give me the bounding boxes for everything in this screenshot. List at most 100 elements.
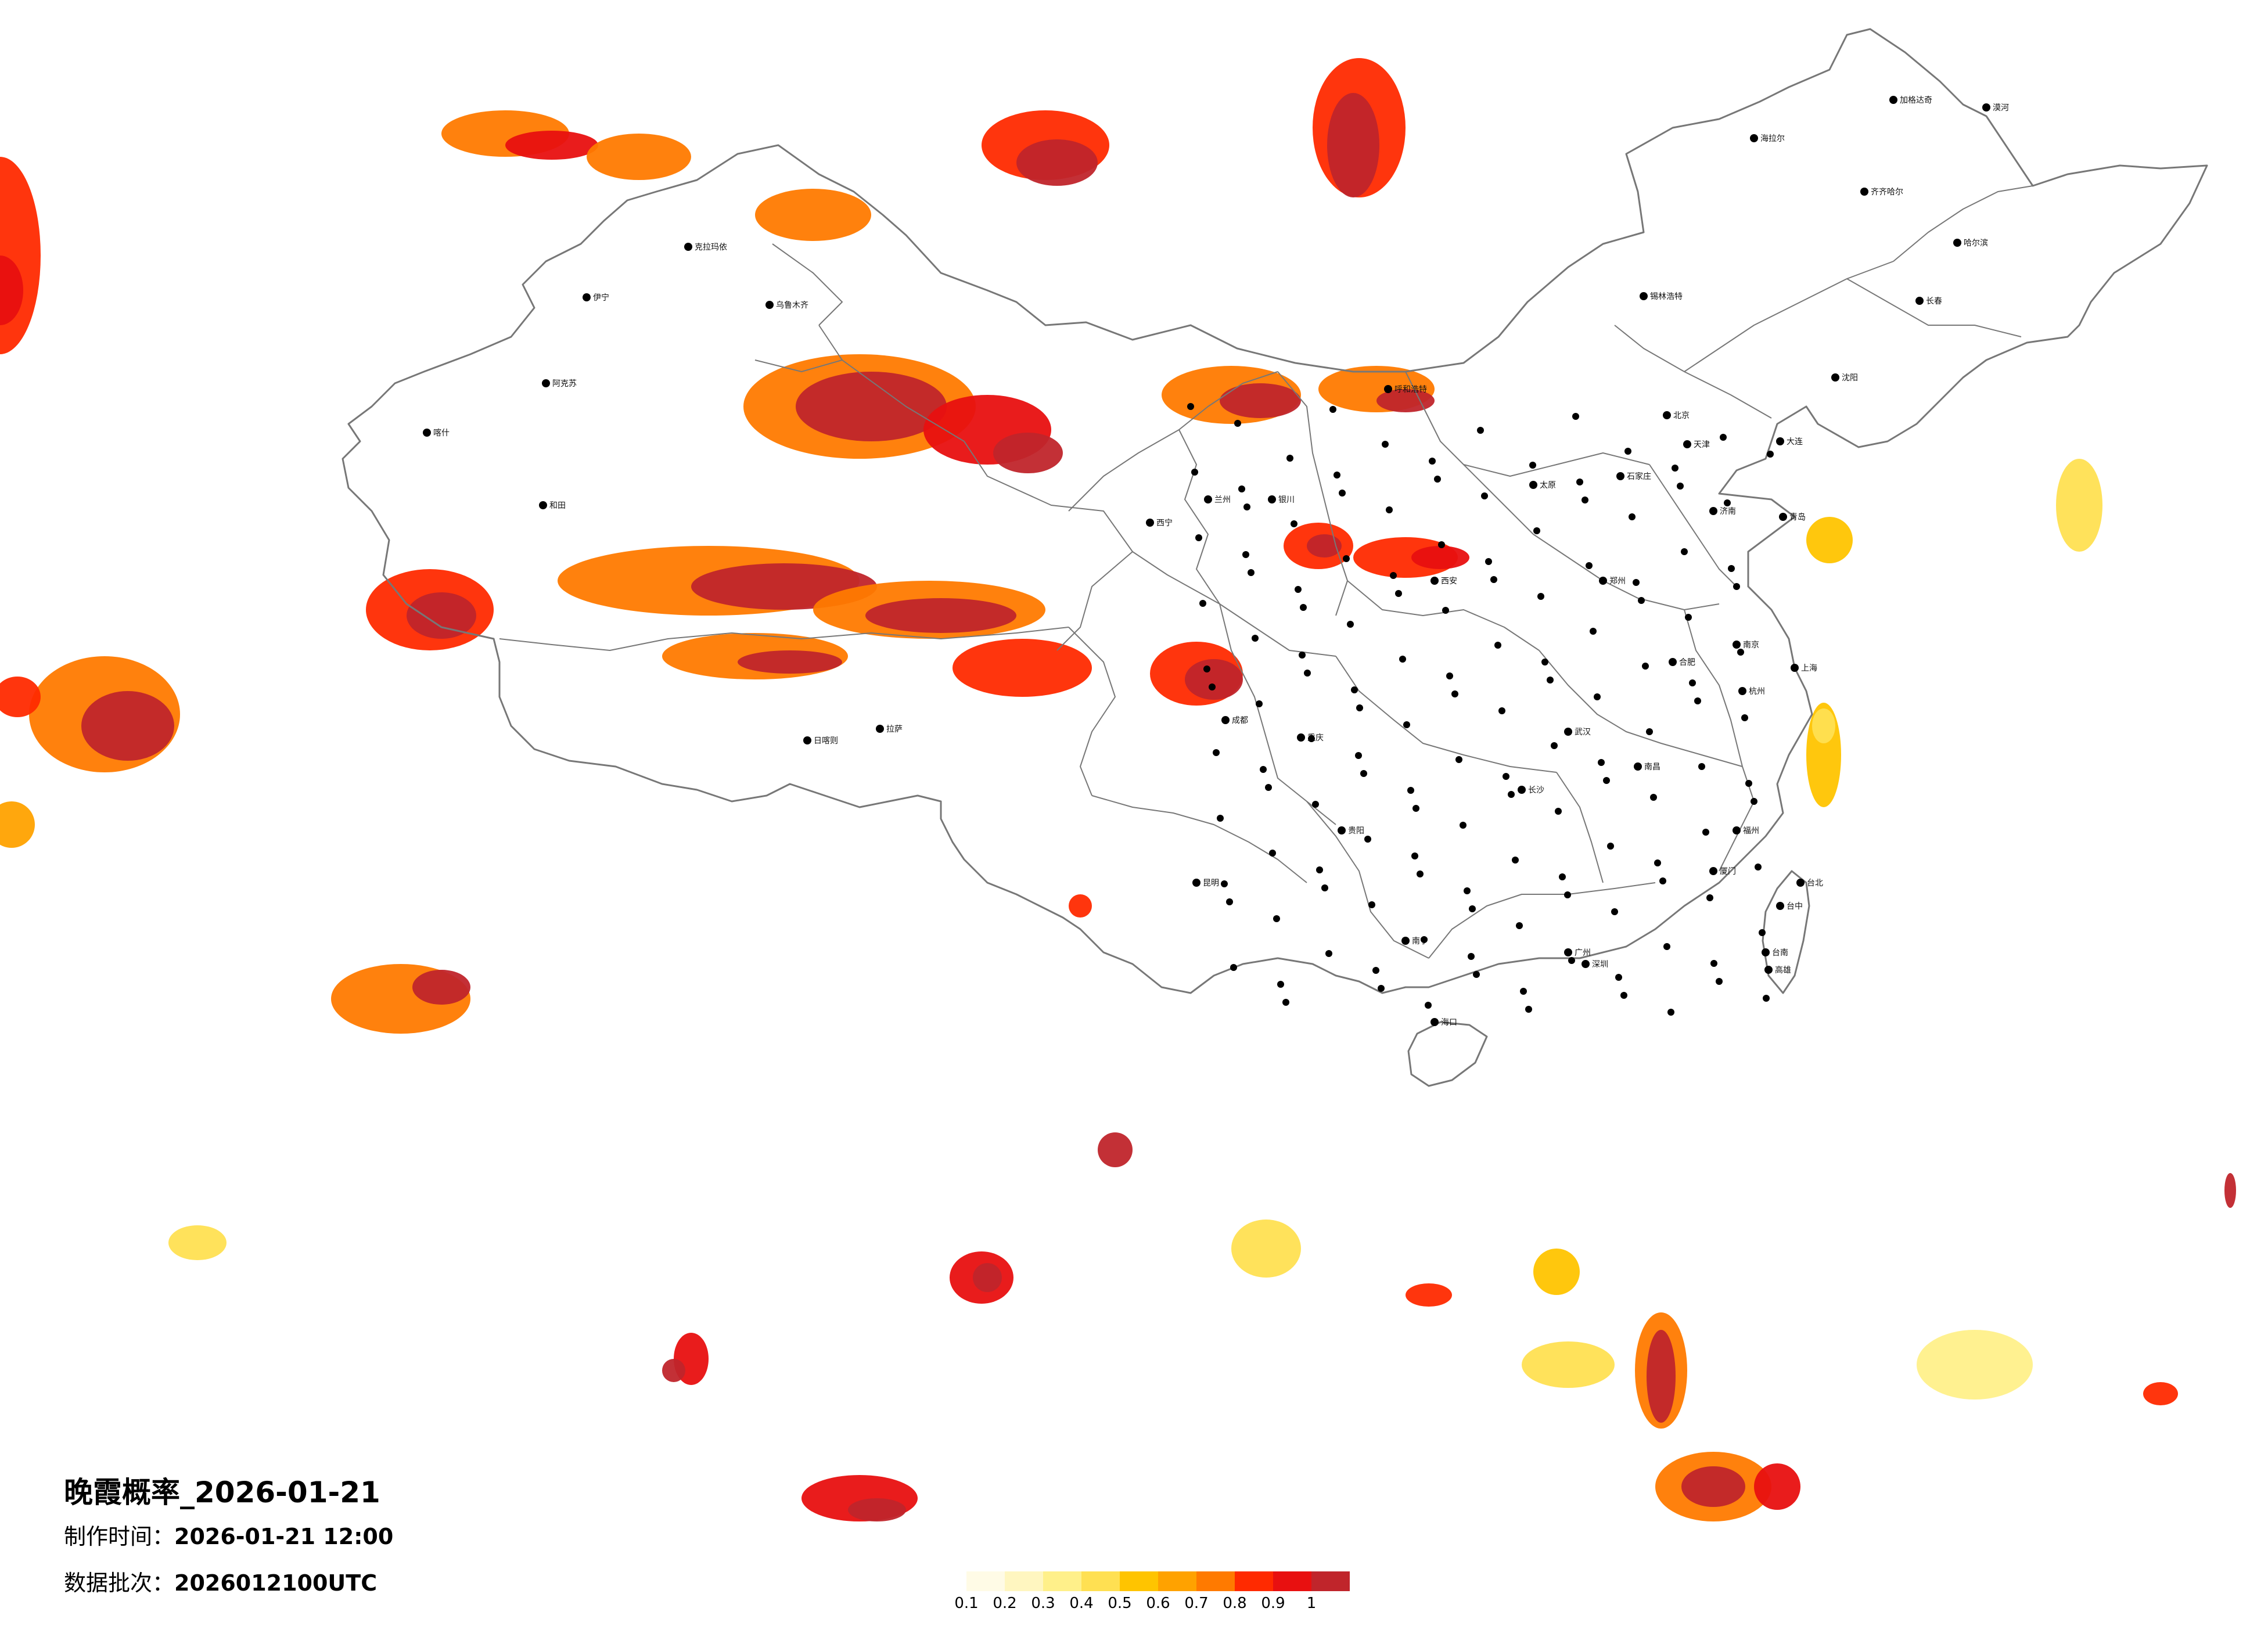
city-dot (1343, 555, 1350, 562)
make-time-value: 2026-01-21 12:00 (174, 1524, 394, 1549)
city-marker: 石家庄 (1616, 472, 1651, 481)
city-marker: 福州 (1733, 826, 1759, 836)
city-dot (1564, 728, 1572, 736)
city-marker: 杭州 (1738, 687, 1765, 696)
city-dot (876, 725, 884, 733)
city-dot (1291, 520, 1297, 527)
city-dot (1598, 759, 1605, 766)
city-marker: 台中 (1776, 902, 1803, 911)
city-dot (1192, 879, 1201, 887)
city-dot (539, 501, 547, 509)
city-dot (1767, 451, 1774, 458)
city-dot (1382, 441, 1389, 448)
probability-patch (1406, 1283, 1452, 1307)
city-dot (1755, 864, 1762, 870)
city-dot (1776, 437, 1784, 445)
legend-swatch (966, 1571, 1005, 1591)
legend-swatch (1120, 1571, 1158, 1591)
city-dot (1355, 752, 1362, 759)
city-dot (1430, 1018, 1439, 1026)
city-label: 喀什 (433, 429, 450, 438)
city-label: 长沙 (1528, 786, 1544, 795)
city-dot (1364, 836, 1371, 843)
city-dot (1779, 513, 1787, 521)
city-label: 台中 (1787, 902, 1803, 911)
city-dot (1297, 733, 1305, 742)
city-dot (1568, 957, 1575, 964)
city-dot (1672, 465, 1678, 472)
city-dot (1360, 770, 1367, 777)
city-dot (1720, 434, 1727, 441)
probability-field (0, 58, 2236, 1521)
city-dot (1468, 953, 1475, 960)
city-dot (1737, 649, 1744, 656)
city-dot (1282, 999, 1289, 1006)
city-dot (1325, 950, 1332, 957)
city-dot (1372, 967, 1379, 974)
city-dot (1633, 579, 1640, 586)
city-marker: 海拉尔 (1750, 134, 1785, 143)
city-dot (1564, 948, 1572, 956)
city-dot (1683, 440, 1691, 448)
city-dot (1681, 548, 1688, 555)
city-dot (1234, 420, 1241, 427)
city-dot (1390, 572, 1397, 579)
city-dot (1334, 472, 1340, 479)
city-dot (765, 301, 774, 309)
legend-tick-label: 0.6 (1146, 1595, 1170, 1612)
probability-patch (1812, 708, 1835, 743)
city-label: 深圳 (1592, 960, 1608, 969)
city-label: 台北 (1807, 879, 1823, 888)
city-dot (1953, 239, 1961, 247)
city-dot (1529, 462, 1536, 469)
city-label: 南京 (1743, 641, 1759, 650)
legend-tick-label: 0.7 (1184, 1595, 1209, 1612)
city-label: 上海 (1801, 664, 1817, 673)
city-dot (1477, 427, 1484, 434)
city-marker: 台南 (1762, 948, 1788, 958)
city-dot (1669, 658, 1677, 666)
city-marker: 长春 (1915, 297, 1942, 306)
city-label: 北京 (1673, 411, 1690, 420)
map-title: 晚霞概率_2026-01-21 (64, 1476, 380, 1509)
probability-patch (1647, 1330, 1676, 1423)
city-dot (1640, 292, 1648, 300)
probability-patch (1917, 1330, 2033, 1400)
city-dot (1451, 690, 1458, 697)
city-dot (1191, 469, 1198, 476)
probability-patch (953, 639, 1092, 697)
city-dot (1750, 134, 1758, 142)
probability-patch (1411, 546, 1469, 569)
city-label: 克拉玛依 (695, 243, 727, 252)
city-dot (1733, 641, 1741, 649)
city-label: 武汉 (1575, 728, 1591, 737)
city-dot (1446, 672, 1453, 679)
city-dot (1706, 894, 1713, 901)
city-dot (1629, 513, 1636, 520)
city-dot (1751, 798, 1757, 805)
city-dot (1525, 1006, 1532, 1013)
city-marker: 长沙 (1518, 786, 1544, 795)
legend-tick-label: 0.9 (1261, 1595, 1285, 1612)
city-marker: 喀什 (423, 429, 450, 438)
city-marker: 上海 (1791, 664, 1817, 673)
city-dot (1412, 805, 1419, 812)
city-dot (1339, 490, 1346, 497)
city-dot (1689, 679, 1696, 686)
city-dot (1889, 96, 1897, 104)
legend-swatch (1081, 1571, 1120, 1591)
city-dot (1709, 507, 1717, 515)
city-marker: 北京 (1663, 411, 1690, 420)
city-marker: 贵阳 (1338, 826, 1364, 836)
city-label: 拉萨 (886, 725, 903, 734)
city-marker: 天津 (1683, 440, 1710, 449)
city-marker: 锡林浩特 (1640, 292, 1683, 301)
city-dot (1464, 887, 1471, 894)
city-dot (1403, 721, 1410, 728)
city-marker: 和田 (539, 501, 566, 510)
city-dot (1576, 479, 1583, 485)
city-dot (1685, 614, 1692, 621)
city-dot (1429, 458, 1436, 465)
